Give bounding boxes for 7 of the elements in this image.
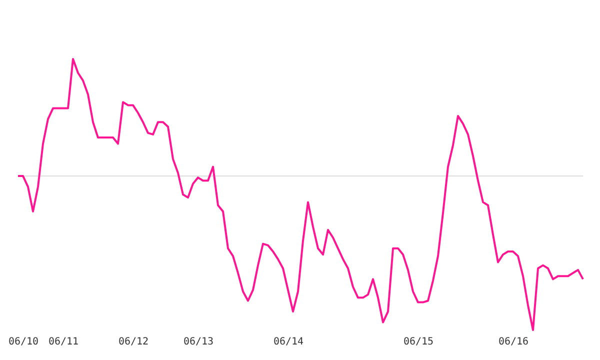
x-tick-label: 06/10	[8, 336, 39, 348]
x-tick-label: 06/11	[48, 336, 79, 348]
x-tick-label: 06/12	[118, 336, 149, 348]
x-tick-label: 06/14	[273, 336, 304, 348]
x-tick-label: 06/13	[183, 336, 214, 348]
x-tick-label: 06/15	[403, 336, 434, 348]
x-tick-label: 06/16	[498, 336, 529, 348]
